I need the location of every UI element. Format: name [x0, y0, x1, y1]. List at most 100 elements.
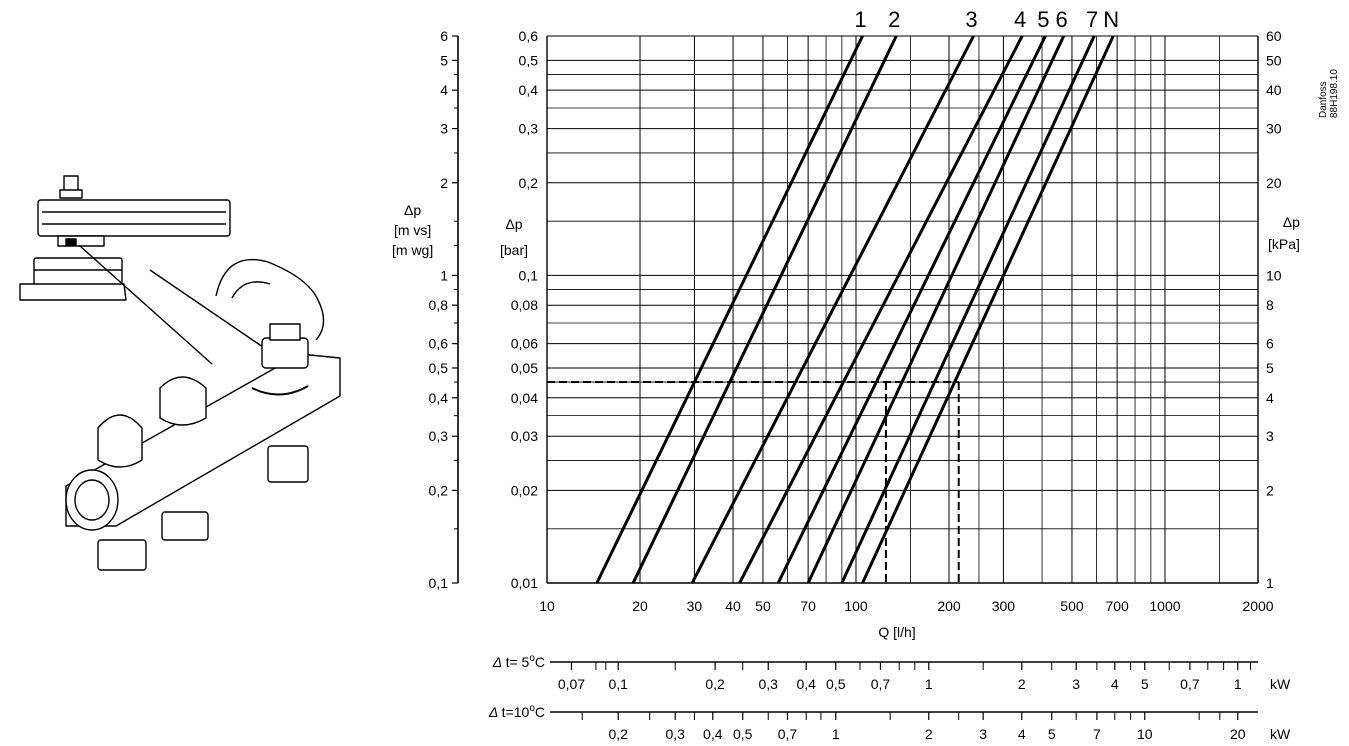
y-inner-axis-label-line: [bar]: [500, 242, 529, 258]
series-line: [861, 35, 1115, 584]
heat-scale-tick-label: 1: [832, 726, 840, 742]
y-left-tick-label: 4: [440, 82, 448, 98]
y-left-axis-label: Δp [m vs] [m wg]: [392, 200, 433, 260]
heat-scale-tick-label: 1: [1234, 676, 1242, 692]
heat-scale-tick-label: 0,5: [826, 676, 846, 692]
y-right-tick-label: 60: [1266, 28, 1282, 44]
y-left-tick-label: 5: [440, 52, 448, 68]
series-line: [776, 35, 1047, 584]
series-line: [690, 35, 975, 584]
heat-scale-tick-label: 4: [1018, 726, 1026, 742]
heat-scale-tick-label: 3: [1072, 676, 1080, 692]
y-right-tick-label: 50: [1266, 52, 1282, 68]
series-line: [595, 35, 864, 584]
heat-scale-tick-label: 0,3: [759, 676, 779, 692]
series-label: 7: [1086, 7, 1098, 32]
x-tick-label: 2000: [1242, 598, 1273, 614]
series-line: [840, 35, 1096, 584]
y-inner-tick-label: 0,04: [511, 390, 538, 406]
series-line: [806, 35, 1066, 584]
y-right-tick-label: 30: [1266, 121, 1282, 137]
x-tick-label: 700: [1105, 598, 1129, 614]
y-right-tick-label: 10: [1266, 267, 1282, 283]
heat-scale-tick-label: 3: [979, 726, 987, 742]
figure-code-note: Danfoss 88H198.10: [1318, 69, 1340, 118]
series-label: 4: [1014, 7, 1026, 32]
series-label: N: [1103, 7, 1119, 32]
y-left-tick-label: 1: [440, 267, 448, 283]
y-inner-tick-label: 0,1: [519, 267, 539, 283]
series-label: 2: [888, 7, 900, 32]
y-inner-tick-label: 0,5: [519, 52, 539, 68]
x-tick-label: 300: [992, 598, 1016, 614]
series-label: 3: [965, 7, 977, 32]
x-tick-label: 500: [1060, 598, 1084, 614]
y-inner-tick-label: 0,05: [511, 360, 538, 376]
heat-scale-label: Δ t=10oC: [488, 703, 545, 720]
heat-scale-unit: kW: [1270, 726, 1291, 742]
y-inner-axis-label: Δp [bar]: [500, 211, 528, 263]
heat-scale-unit: kW: [1270, 676, 1291, 692]
heat-scale-tick-label: 0,2: [608, 726, 628, 742]
y-inner-tick-label: 0,02: [511, 482, 538, 498]
heat-output-scales: Δ t= 5oC 0,07 0,1 0,2 0,3 0,4 0,5 0,7 1 2 3 4 5 0,7 1 k…: [488, 653, 1291, 742]
series-line: [631, 35, 898, 584]
y-right-tick-label: 8: [1266, 297, 1274, 313]
heat-scale-tick-label: 1: [925, 676, 933, 692]
x-tick-label: 30: [687, 598, 703, 614]
x-tick-label: 50: [755, 598, 771, 614]
y-right-tick-label: 3: [1266, 428, 1274, 444]
series-label: 1: [854, 7, 866, 32]
heat-scale-tick-label: 4: [1111, 676, 1119, 692]
y-right-tick-label: 40: [1266, 82, 1282, 98]
heat-scale-tick-label: 0,7: [1180, 676, 1200, 692]
y-inner-tick-label: 0,06: [511, 336, 538, 352]
y-left-tick-label: 3: [440, 121, 448, 137]
y-right-tick-label: 2: [1266, 482, 1274, 498]
x-tick-label: 20: [632, 598, 648, 614]
series-label: 6: [1056, 7, 1068, 32]
heat-scale-tick-label: 0,4: [703, 726, 723, 742]
heat-scale-tick-label: 0,1: [608, 676, 628, 692]
y-right-axis-label-line: Δp: [1282, 214, 1300, 230]
grid-minor-lines: [547, 36, 1258, 583]
x-tick-label: 200: [937, 598, 961, 614]
heat-scale-tick-label: 0,5: [733, 726, 753, 742]
y-right-axis-label: Δp [kPa]: [1268, 211, 1300, 255]
y-left-tick-label: 2: [440, 175, 448, 191]
heat-scale-tick-label: 0,3: [665, 726, 685, 742]
y-left-axis-label-line: [m vs]: [393, 222, 432, 238]
figure-code-line: 88H198.10: [1329, 69, 1340, 118]
heat-scale-tick-label: 2: [925, 726, 933, 742]
heat-scale-tick-label: 5: [1048, 726, 1056, 742]
heat-scale-tick-label: 0,7: [871, 676, 891, 692]
y-inner-tick-label: 0,01: [511, 575, 538, 591]
y-right-tick-label: 20: [1266, 175, 1282, 191]
heat-scale-tick-label: 7: [1093, 726, 1101, 742]
y-left-tick-label: 6: [440, 28, 448, 44]
y-inner-tick-label: 0,4: [519, 82, 539, 98]
heat-scale-tick-label: 10: [1137, 726, 1153, 742]
heat-scale-tick-label: 20: [1230, 726, 1246, 742]
y-left-tick-label: 0,4: [429, 390, 449, 406]
y-inner-tick-label: 0,08: [511, 297, 538, 313]
y-inner-tick-label: 0,3: [519, 121, 539, 137]
y-left-tick-label: 0,6: [429, 336, 449, 352]
y-right-axis-label-line: [kPa]: [1268, 236, 1300, 252]
heat-scale-tick-label: 0,4: [796, 676, 816, 692]
heat-scale-label: Δ t= 5oC: [492, 653, 545, 670]
x-tick-label: 100: [844, 598, 868, 614]
heat-scale-tick-label: 0,7: [778, 726, 798, 742]
y-left-tick-label: 0,5: [429, 360, 449, 376]
y-inner-tick-label: 0,03: [511, 428, 538, 444]
y-right-tick-label: 4: [1266, 390, 1274, 406]
y-right-tick-label: 5: [1266, 360, 1274, 376]
grid-major-lines: [546, 35, 1259, 584]
y-right-tick-label: 6: [1266, 336, 1274, 352]
heat-scale-tick-label: 5: [1141, 676, 1149, 692]
chart-axes: [452, 35, 1259, 584]
y-inner-tick-label: 0,6: [519, 28, 539, 44]
heat-scale-tick-label: 0,2: [705, 676, 725, 692]
